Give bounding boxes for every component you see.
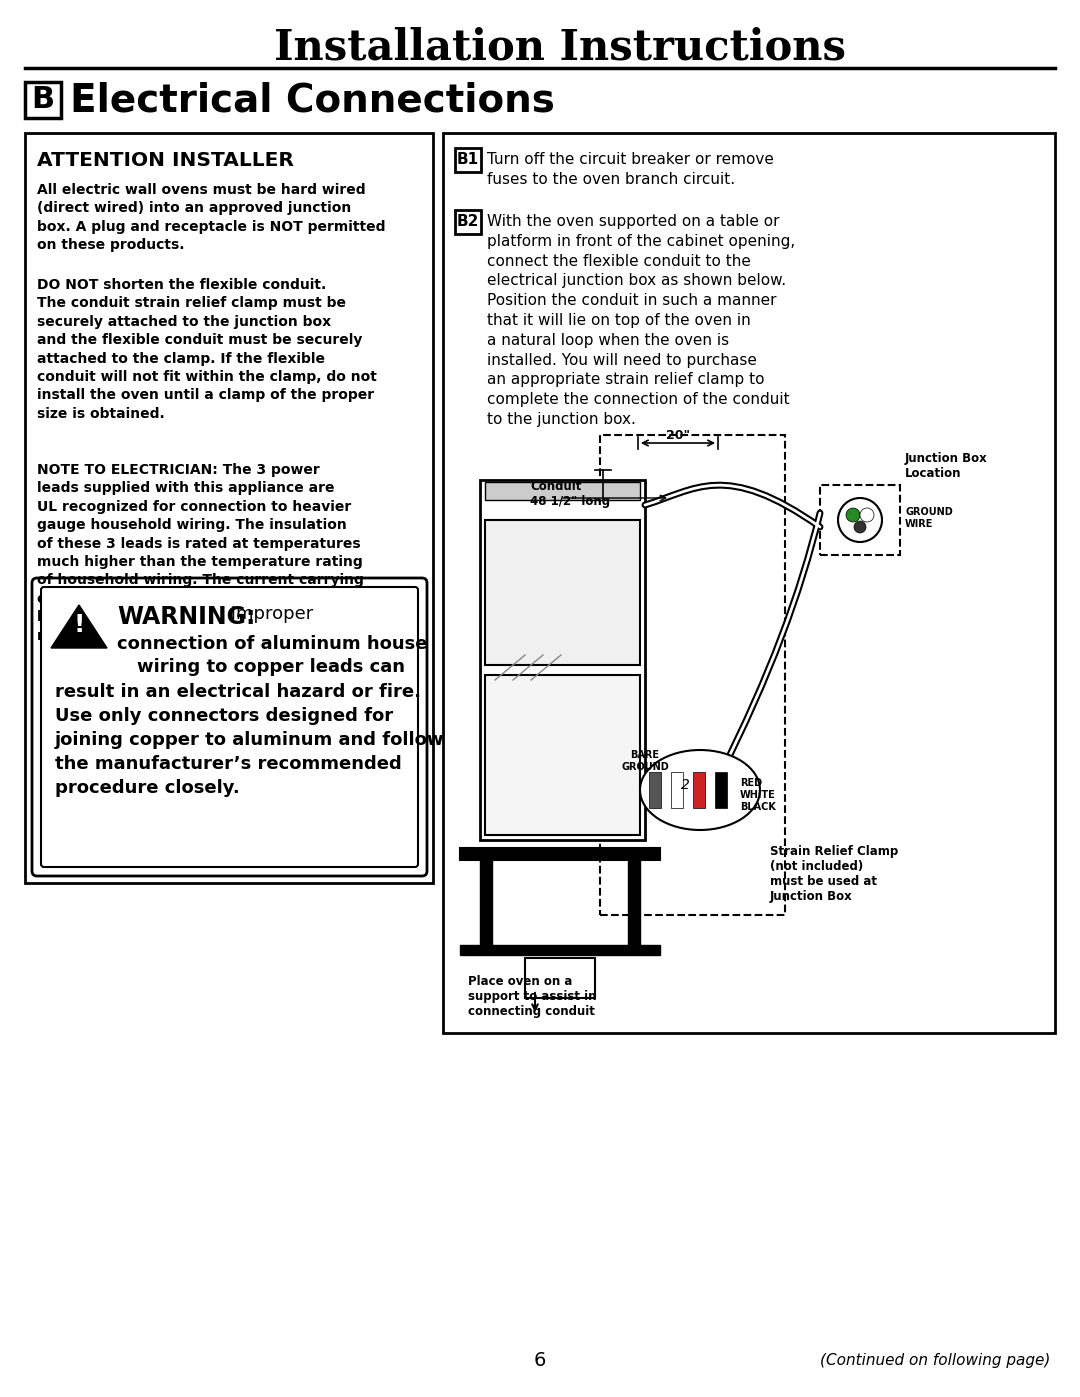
Text: the manufacturer’s recommended: the manufacturer’s recommended [55, 754, 402, 773]
Text: ATTENTION INSTALLER: ATTENTION INSTALLER [37, 151, 294, 170]
Bar [485, 520, 640, 665]
Text: !: ! [73, 612, 84, 637]
Bar [715, 773, 727, 807]
Text: wiring to copper leads can: wiring to copper leads can [137, 658, 405, 676]
Bar [25, 133, 433, 883]
Text: result in an electrical hazard or fire.: result in an electrical hazard or fire. [55, 683, 421, 701]
Text: Electrical Connections: Electrical Connections [70, 81, 555, 119]
Bar [671, 773, 683, 807]
Circle shape [838, 497, 882, 542]
Bar [443, 133, 1055, 1032]
Text: All electric wall ovens must be hard wired
(direct wired) into an approved junct: All electric wall ovens must be hard wir… [37, 183, 386, 253]
Bar [485, 482, 640, 500]
Text: 2: 2 [680, 778, 689, 792]
Text: connection of aluminum house: connection of aluminum house [117, 636, 428, 652]
Bar [693, 773, 705, 807]
Text: Use only connectors designed for: Use only connectors designed for [55, 707, 393, 725]
Text: Strain Relief Clamp
(not included)
must be used at
Junction Box: Strain Relief Clamp (not included) must … [770, 845, 899, 902]
Text: (Continued on following page): (Continued on following page) [820, 1352, 1050, 1368]
Text: joining copper to aluminum and follow: joining copper to aluminum and follow [55, 731, 445, 749]
Text: BARE
GROUND: BARE GROUND [621, 750, 669, 773]
Bar [649, 773, 661, 807]
Polygon shape [51, 605, 107, 648]
Text: Improper: Improper [225, 605, 313, 623]
Bar [480, 481, 645, 840]
Text: DO NOT shorten the flexible conduit.
The conduit strain relief clamp must be
sec: DO NOT shorten the flexible conduit. The… [37, 278, 377, 420]
Text: Installation Instructions: Installation Instructions [274, 27, 846, 68]
Text: B: B [31, 85, 55, 115]
Bar [525, 958, 595, 997]
Text: Turn off the circuit breaker or remove
fuses to the oven branch circuit.: Turn off the circuit breaker or remove f… [487, 152, 774, 187]
Circle shape [854, 521, 866, 534]
Text: Place oven on a
support to assist in
connecting conduit: Place oven on a support to assist in con… [468, 975, 596, 1018]
FancyBboxPatch shape [455, 148, 481, 172]
Circle shape [846, 509, 860, 522]
FancyBboxPatch shape [32, 578, 427, 876]
Text: With the oven supported on a table or
platform in front of the cabinet opening,
: With the oven supported on a table or pl… [487, 214, 795, 427]
FancyBboxPatch shape [41, 587, 418, 868]
Text: procedure closely.: procedure closely. [55, 780, 240, 798]
Text: Conduit
48 1/2" long: Conduit 48 1/2" long [530, 481, 610, 509]
Text: WARNING:: WARNING: [117, 605, 255, 629]
Bar [460, 944, 660, 956]
Text: NOTE TO ELECTRICIAN: The 3 power
leads supplied with this appliance are
UL recog: NOTE TO ELECTRICIAN: The 3 power leads s… [37, 462, 364, 643]
Circle shape [860, 509, 874, 522]
Bar [820, 485, 900, 555]
Text: 6: 6 [534, 1351, 546, 1369]
Bar [600, 434, 785, 915]
Bar [627, 861, 640, 950]
Text: B2: B2 [457, 215, 480, 229]
Ellipse shape [640, 750, 760, 830]
FancyBboxPatch shape [455, 210, 481, 235]
Text: Junction Box
Location: Junction Box Location [905, 453, 988, 481]
Bar [485, 675, 640, 835]
Bar [480, 861, 492, 950]
Text: 20": 20" [666, 429, 690, 441]
Text: GROUND
WIRE: GROUND WIRE [905, 507, 953, 528]
FancyBboxPatch shape [25, 82, 60, 117]
Bar [460, 848, 660, 861]
Text: B1: B1 [457, 152, 480, 168]
Text: RED
WHITE
BLACK: RED WHITE BLACK [740, 778, 775, 812]
